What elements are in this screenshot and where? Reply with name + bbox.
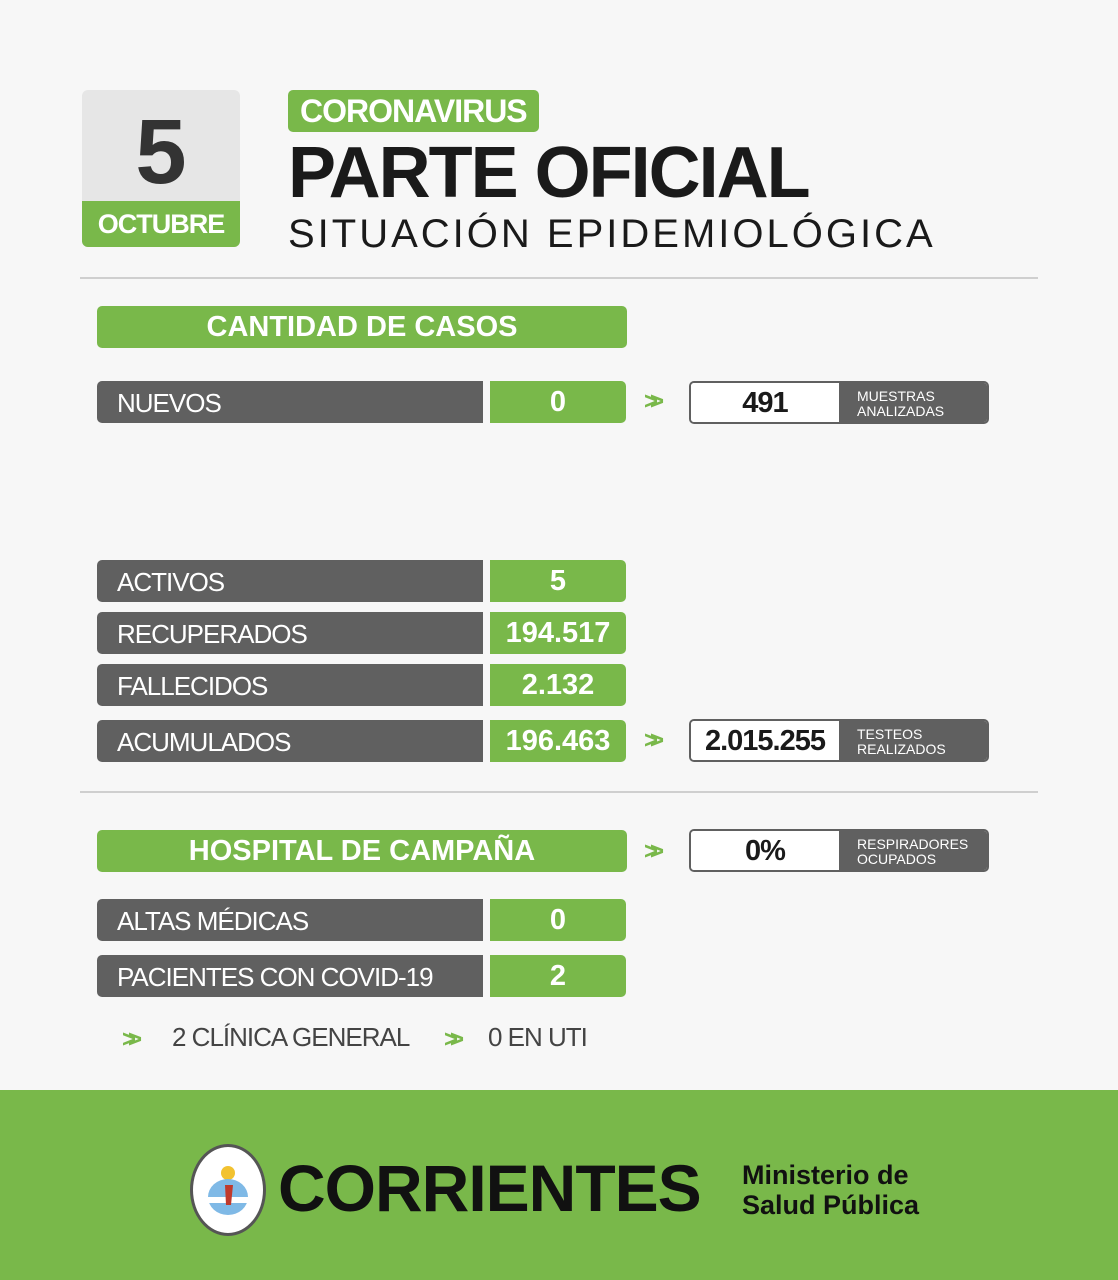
respiradores-label: RESPIRADORES — [857, 836, 969, 852]
nuevos-label: NUEVOS — [97, 381, 483, 423]
recuperados-label: RECUPERADOS — [97, 612, 483, 654]
activos-label: ACTIVOS — [97, 560, 483, 602]
double-chevron-right-icon: >> — [644, 838, 664, 865]
double-chevron-right-icon: >> — [644, 727, 664, 754]
ministry-line: Ministerio de — [742, 1160, 909, 1190]
footer — [0, 1090, 1118, 1280]
fallecidos-value: 2.132 — [490, 664, 626, 706]
muestras-label: ANALIZADAS — [857, 403, 945, 419]
coronavirus-tag: CORONAVIRUS — [288, 90, 539, 132]
muestras-label: MUESTRAS — [857, 388, 935, 404]
en-uti: 0 EN UTI — [488, 1022, 588, 1052]
muestras-box: 491 MUESTRAS ANALIZADAS — [689, 381, 989, 424]
double-chevron-right-icon: >> — [444, 1026, 464, 1053]
respiradores-box: 0% RESPIRADORES OCUPADOS — [689, 829, 989, 872]
pacientes-value: 2 — [490, 955, 626, 997]
fallecidos-label: FALLECIDOS — [97, 664, 483, 706]
recuperados-value: 194.517 — [490, 612, 626, 654]
double-chevron-right-icon: >> — [122, 1026, 142, 1053]
provincial-seal-logo — [190, 1144, 266, 1236]
pacientes-label: PACIENTES CON COVID-19 — [97, 955, 483, 997]
ministry-name: Ministerio de Salud Pública — [742, 1160, 919, 1220]
double-chevron-right-icon: >> — [644, 388, 664, 415]
testeos-label: REALIZADOS — [857, 741, 946, 757]
acumulados-label: ACUMULADOS — [97, 720, 483, 762]
date-day: 5 — [135, 101, 187, 203]
brand-logo: CORRIENTES — [278, 1151, 702, 1225]
page-title: PARTE OFICIAL — [288, 133, 811, 213]
ministry-line: Salud Pública — [742, 1190, 920, 1220]
divider — [80, 791, 1038, 793]
activos-value: 5 — [490, 560, 626, 602]
muestras-value: 491 — [691, 383, 839, 422]
nuevos-value: 0 — [490, 381, 626, 423]
altas-label: ALTAS MÉDICAS — [97, 899, 483, 941]
acumulados-value: 196.463 — [490, 720, 626, 762]
respiradores-label: OCUPADOS — [857, 851, 937, 867]
page-subtitle: SITUACIÓN EPIDEMIOLÓGICA — [288, 212, 936, 256]
cases-section-title: CANTIDAD DE CASOS — [97, 306, 627, 348]
testeos-value: 2.015.255 — [691, 721, 839, 760]
respiradores-value: 0% — [691, 831, 839, 870]
clinica-general: 2 CLÍNICA GENERAL — [172, 1022, 410, 1052]
divider — [80, 277, 1038, 279]
testeos-box: 2.015.255 TESTEOS REALIZADOS — [689, 719, 989, 762]
date-badge: 5 OCTUBRE — [82, 90, 240, 247]
testeos-label: TESTEOS — [857, 726, 923, 742]
date-month: OCTUBRE — [82, 201, 240, 247]
hospital-section-title: HOSPITAL DE CAMPAÑA — [97, 830, 627, 872]
altas-value: 0 — [490, 899, 626, 941]
